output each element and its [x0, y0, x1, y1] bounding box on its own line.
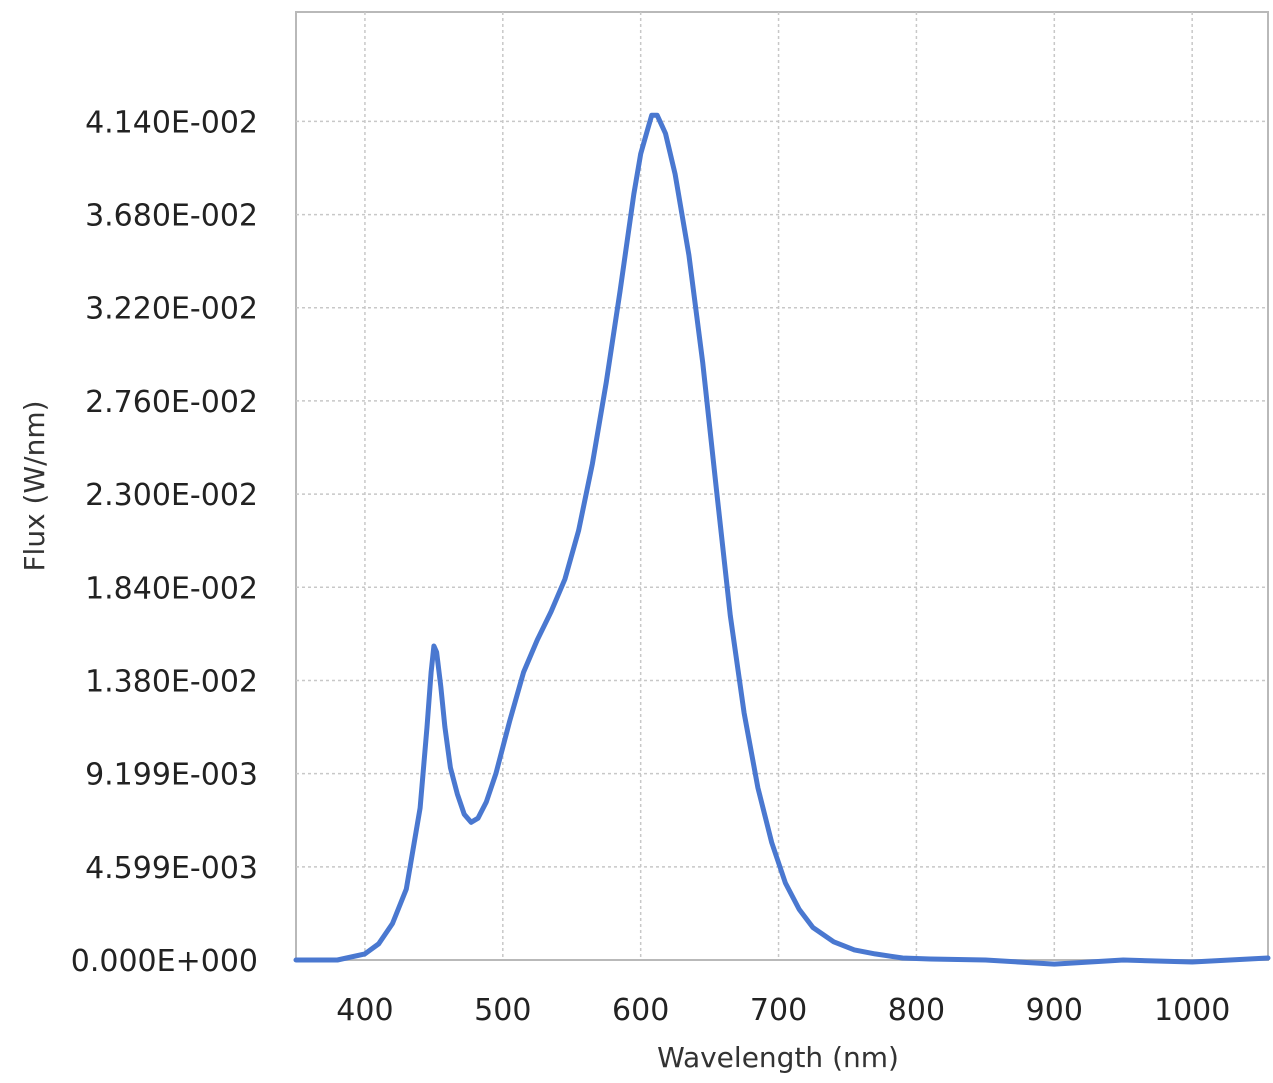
y-tick-label: 0.000E+000 — [71, 944, 258, 979]
y-tick-label: 9.199E-003 — [85, 758, 258, 793]
y-axis-ticks: 0.000E+000 4.599E-003 9.199E-003 1.380E-002… — [71, 105, 258, 979]
x-axis-ticks: 400 500 600 700 800 900 1000 — [336, 993, 1230, 1028]
x-tick-label: 400 — [336, 993, 393, 1028]
series-layer — [293, 112, 1271, 967]
y-tick-label: 2.760E-002 — [85, 385, 258, 420]
y-tick-label: 4.140E-002 — [85, 105, 258, 140]
x-tick-label: 900 — [1026, 993, 1083, 1028]
x-tick-label: 800 — [888, 993, 945, 1028]
plot-area — [295, 11, 1269, 961]
y-tick-label: 2.300E-002 — [85, 478, 258, 513]
x-tick-label: 1000 — [1154, 993, 1230, 1028]
y-axis-label: Flux (W/nm) — [18, 400, 51, 571]
y-tick-label: 4.599E-003 — [85, 851, 258, 886]
x-tick-label: 700 — [750, 993, 807, 1028]
y-tick-label: 3.220E-002 — [85, 292, 258, 327]
x-tick-label: 500 — [474, 993, 531, 1028]
y-tick-label: 1.380E-002 — [85, 664, 258, 699]
x-axis-label: Wavelength (nm) — [657, 1041, 899, 1074]
flux-series-line — [293, 112, 1271, 967]
x-tick-label: 600 — [612, 993, 669, 1028]
y-tick-label: 1.840E-002 — [85, 571, 258, 606]
y-tick-label: 3.680E-002 — [85, 199, 258, 234]
